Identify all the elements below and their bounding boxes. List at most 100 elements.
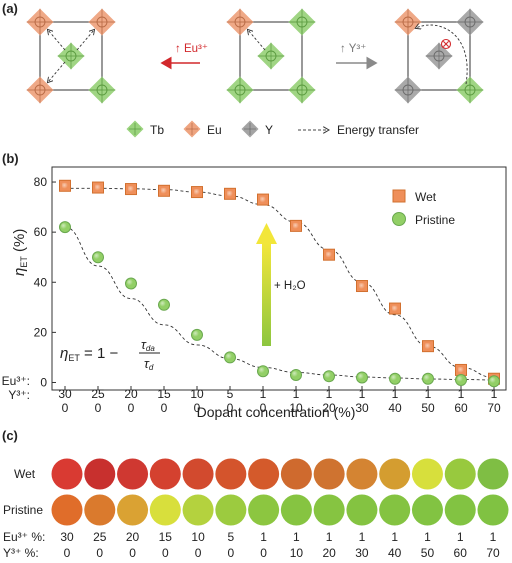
pristine-swatch <box>346 494 378 526</box>
y-tick-label: 60 <box>34 225 48 239</box>
eu-ion <box>394 8 422 36</box>
eu-row-label: Eu³⁺: <box>2 374 30 388</box>
y-percent-value: 60 <box>454 546 468 560</box>
eu-concentration-label: 1 <box>326 387 333 401</box>
water-annotation: + H₂O <box>274 280 306 292</box>
y-row-label: Y³⁺: <box>8 388 30 402</box>
x-axis-label: Dopant concentration (%) <box>197 404 356 420</box>
eu-percent-value: 1 <box>457 530 464 544</box>
wet-swatch <box>248 458 280 490</box>
eu-ion <box>226 8 254 36</box>
wet-swatch <box>313 458 345 490</box>
panel-a-label: (a) <box>2 1 18 16</box>
eu-concentration-label: 20 <box>124 387 138 401</box>
y-percent-value: 30 <box>355 546 369 560</box>
unit-cell <box>26 8 116 104</box>
tb-ion <box>288 76 316 104</box>
water-arrow-head <box>256 223 277 244</box>
legend-eu: Eu <box>183 120 222 138</box>
pristine-swatch <box>248 494 280 526</box>
pristine-swatch <box>149 494 181 526</box>
water-arrow-shaft <box>262 244 271 346</box>
y-concentration-label: 0 <box>260 401 267 415</box>
y-concentration-label: 0 <box>128 401 135 415</box>
legend-energy-transfer-label: Energy transfer <box>337 123 419 137</box>
y-percent-value: 0 <box>64 546 71 560</box>
pristine-swatch <box>84 494 116 526</box>
y-tick-label: 80 <box>34 175 48 189</box>
x-axis <box>64 386 495 390</box>
eu-concentration-label: 10 <box>190 387 204 401</box>
pristine-swatch <box>51 494 83 526</box>
eu-percent-value: 1 <box>260 530 267 544</box>
panel-a-legend: Tb Eu Y Energy transfer <box>126 120 419 138</box>
eu-ion <box>26 76 54 104</box>
y-ion <box>394 76 422 104</box>
y-concentration-label: 50 <box>421 401 435 415</box>
svg-text:τda: τda <box>141 337 155 353</box>
tb-ion <box>226 76 254 104</box>
y-percent-value: 70 <box>486 546 500 560</box>
plot-area <box>51 166 507 391</box>
legend-energy-transfer: Energy transfer <box>298 123 419 137</box>
wet-swatch <box>411 458 443 490</box>
y-percent-value: 0 <box>162 546 169 560</box>
pristine-swatch <box>182 494 214 526</box>
wet-swatch <box>379 458 411 490</box>
legend-pristine-marker <box>392 212 406 226</box>
y-tick-label: 0 <box>40 375 47 389</box>
y-increase-label: ↑ Y³⁺ <box>340 43 366 55</box>
y-tick-label: 20 <box>34 325 48 339</box>
eu-increase-label: ↑ Eu³⁺ <box>175 43 208 55</box>
eu-percent-value: 1 <box>391 530 398 544</box>
eu-percent-value: 1 <box>326 530 333 544</box>
eu-concentration-label: 1 <box>392 387 399 401</box>
eu-concentration-label: 1 <box>491 387 498 401</box>
wet-swatch <box>477 458 509 490</box>
eu-percent-value: 1 <box>359 530 366 544</box>
y-concentration-label: 0 <box>95 401 102 415</box>
eu-concentration-label: 25 <box>91 387 105 401</box>
x-category-labels: 30 25 20 15 10 5 1 1 1 1 1 1 1 10 0 0 0 0 0 0 10 20 30 40 50 60 70 <box>58 387 501 415</box>
wet-row-label: Wet <box>14 467 36 481</box>
y-concentration-label: 0 <box>62 401 69 415</box>
pristine-swatch <box>379 494 411 526</box>
wet-swatch <box>182 458 214 490</box>
pristine-swatch <box>117 494 149 526</box>
eu-percent-value: 25 <box>93 530 107 544</box>
y-concentration-label: 10 <box>289 401 303 415</box>
wet-fit-curve <box>65 187 495 378</box>
y-percent-row-label: Y³⁺ %: <box>3 546 39 560</box>
y-concentration-label: 0 <box>161 401 168 415</box>
y-concentration-label: 70 <box>487 401 501 415</box>
eu-percent-value: 15 <box>159 530 173 544</box>
panel-b-label: (b) <box>2 151 19 166</box>
legend-y: Y <box>241 120 273 138</box>
data-points <box>59 179 500 388</box>
y-axis-label: ηET (%) <box>11 229 29 276</box>
y-percent-value: 20 <box>322 546 336 560</box>
pristine-swatch <box>444 494 476 526</box>
crystal-structure-diagrams <box>26 8 484 104</box>
eu-percent-value: 1 <box>424 530 431 544</box>
eu-ion <box>88 8 116 36</box>
y-concentration-label: 60 <box>454 401 468 415</box>
eu-concentration-label: 30 <box>58 387 72 401</box>
wet-swatch <box>280 458 312 490</box>
legend-wet-label: Wet <box>415 190 437 204</box>
eu-percent-value: 1 <box>490 530 497 544</box>
eu-concentration-label: 1 <box>425 387 432 401</box>
y-percent-value: 50 <box>421 546 435 560</box>
y-percent-value: 0 <box>96 546 103 560</box>
svg-text:τd: τd <box>144 356 154 372</box>
chart-legend: Wet Pristine <box>392 189 455 227</box>
y-concentration-label: 20 <box>322 401 336 415</box>
legend-tb-label: Tb <box>150 123 164 137</box>
legend-y-label: Y <box>265 123 273 137</box>
eu-ion <box>26 8 54 36</box>
wet-swatch <box>149 458 181 490</box>
y-concentration-label: 0 <box>227 401 234 415</box>
eu-concentration-label: 1 <box>458 387 465 401</box>
